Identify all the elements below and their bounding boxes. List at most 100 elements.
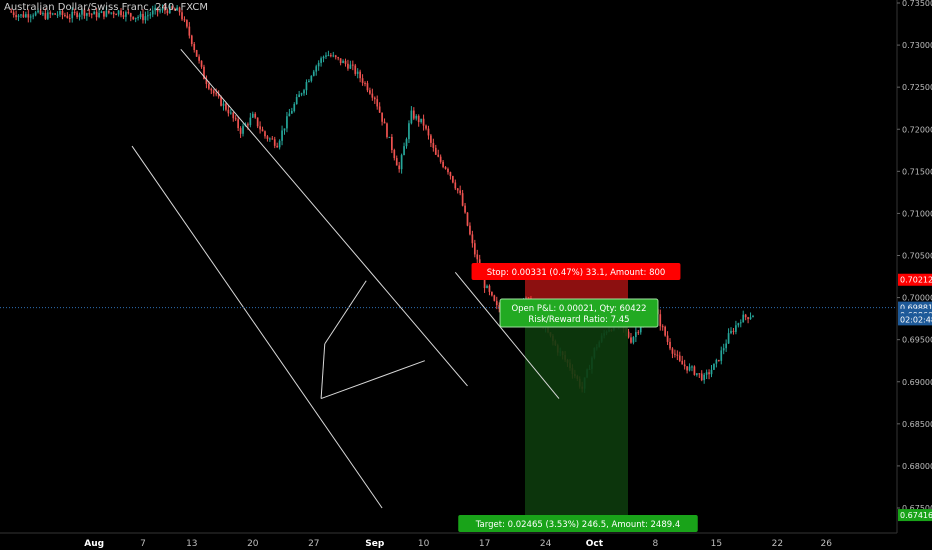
candle-body bbox=[15, 15, 17, 18]
candle-body bbox=[410, 110, 413, 124]
candle-body bbox=[737, 323, 740, 326]
candle-body bbox=[676, 354, 679, 356]
pnl-annotation-text: Risk/Reward Ratio: 7.45 bbox=[528, 315, 629, 325]
candle-body bbox=[698, 373, 701, 375]
trendlines bbox=[131, 48, 560, 509]
candle-body bbox=[412, 110, 415, 119]
target-level-label-bg bbox=[898, 509, 932, 522]
candle-body bbox=[686, 366, 688, 371]
candle-body bbox=[398, 165, 401, 170]
candle-body bbox=[408, 123, 410, 140]
candle-body bbox=[198, 56, 200, 61]
candle-body bbox=[215, 93, 218, 95]
price-tick-label: 0.73000 bbox=[902, 41, 932, 50]
candle-body bbox=[730, 330, 732, 334]
candle-body bbox=[464, 205, 466, 213]
candle-body bbox=[722, 348, 725, 351]
candle-body bbox=[173, 9, 176, 11]
trendline[interactable] bbox=[320, 360, 425, 400]
candle-body bbox=[151, 10, 154, 15]
candle-body bbox=[107, 10, 110, 13]
candle-body bbox=[181, 12, 183, 20]
trendline[interactable] bbox=[320, 343, 326, 399]
candle-body bbox=[93, 11, 96, 15]
candle-body bbox=[376, 99, 379, 107]
target-zone bbox=[525, 307, 628, 516]
candle-body bbox=[466, 212, 469, 226]
candle-body bbox=[254, 113, 257, 118]
candle-body bbox=[725, 343, 727, 349]
candle-body bbox=[42, 13, 44, 15]
candle-body bbox=[627, 331, 630, 338]
candle-body bbox=[127, 12, 130, 14]
candle-body bbox=[147, 15, 149, 17]
candle-body bbox=[703, 374, 706, 381]
candle-body bbox=[349, 64, 352, 69]
time-tick-label: 27 bbox=[308, 539, 319, 549]
candle-body bbox=[735, 325, 737, 332]
position-labels[interactable]: Stop: 0.00331 (0.47%) 33.1, Amount: 800 O… bbox=[458, 263, 698, 532]
candle-body bbox=[391, 136, 393, 151]
candle-body bbox=[456, 188, 459, 191]
candle-body bbox=[49, 12, 52, 15]
candle-body bbox=[744, 314, 747, 318]
candle-body bbox=[371, 93, 374, 98]
candle-body bbox=[486, 285, 488, 289]
time-tick-label: Sep bbox=[365, 539, 385, 549]
pnl-annotation-box[interactable] bbox=[499, 298, 659, 328]
time-axis[interactable]: Aug 7 13 20 27 Sep 10 17 24 Oct 8 15 22 26 bbox=[0, 532, 897, 549]
candle-body bbox=[320, 58, 322, 63]
candle-body bbox=[164, 8, 166, 11]
candle-body bbox=[51, 13, 54, 15]
candle-body bbox=[154, 7, 157, 11]
candle-body bbox=[34, 12, 37, 16]
trendline[interactable] bbox=[454, 272, 560, 399]
candle-body bbox=[132, 16, 135, 20]
candle-body bbox=[81, 9, 83, 15]
target-annotation-box[interactable] bbox=[458, 515, 698, 532]
candle-body bbox=[188, 26, 191, 36]
candle-body bbox=[325, 55, 327, 57]
candle-body bbox=[27, 14, 30, 18]
candle-body bbox=[669, 341, 671, 349]
time-tick-label: 10 bbox=[418, 539, 430, 549]
stop-annotation-box[interactable] bbox=[471, 263, 681, 280]
candle-body bbox=[469, 225, 471, 235]
candle-body bbox=[190, 35, 193, 45]
trendline[interactable] bbox=[180, 48, 468, 387]
candle-body bbox=[337, 57, 340, 59]
candle-body bbox=[76, 12, 78, 18]
candle-body bbox=[400, 155, 403, 170]
time-tick-label: 22 bbox=[772, 539, 783, 549]
candle-body bbox=[442, 161, 444, 167]
candle-body bbox=[303, 90, 305, 94]
candle-body bbox=[347, 63, 349, 69]
candle-body bbox=[156, 7, 159, 12]
candle-body bbox=[203, 66, 205, 80]
candle-body bbox=[276, 145, 279, 148]
candle-body bbox=[261, 129, 264, 132]
candle-body bbox=[364, 82, 366, 84]
candle-body bbox=[290, 110, 293, 114]
time-tick-label: 7 bbox=[140, 539, 146, 549]
candle-body bbox=[666, 335, 669, 342]
candle-body bbox=[395, 158, 398, 166]
candle-body bbox=[688, 366, 691, 371]
candle-body bbox=[234, 118, 237, 120]
trendline[interactable] bbox=[324, 280, 367, 345]
time-tick-label: 15 bbox=[711, 539, 722, 549]
price-tick-label: 0.70500 bbox=[902, 252, 932, 261]
target-level-label: 0.67416 bbox=[900, 511, 932, 520]
candle-body bbox=[459, 190, 462, 194]
candle-body bbox=[225, 103, 227, 110]
price-axis[interactable]: 0.73500 0.73000 0.72500 0.72000 0.71500 0.710… bbox=[896, 0, 932, 533]
candle-body bbox=[425, 125, 427, 129]
trendline[interactable] bbox=[131, 145, 383, 509]
candle-body bbox=[434, 147, 437, 155]
target-annotation-text: Target: 0.02465 (3.53%) 246.5, Amount: 2… bbox=[475, 520, 681, 530]
candle-body bbox=[205, 79, 208, 84]
price-tick-label: 0.68500 bbox=[902, 420, 932, 429]
candle-body bbox=[73, 11, 76, 13]
candle-body bbox=[247, 124, 249, 126]
